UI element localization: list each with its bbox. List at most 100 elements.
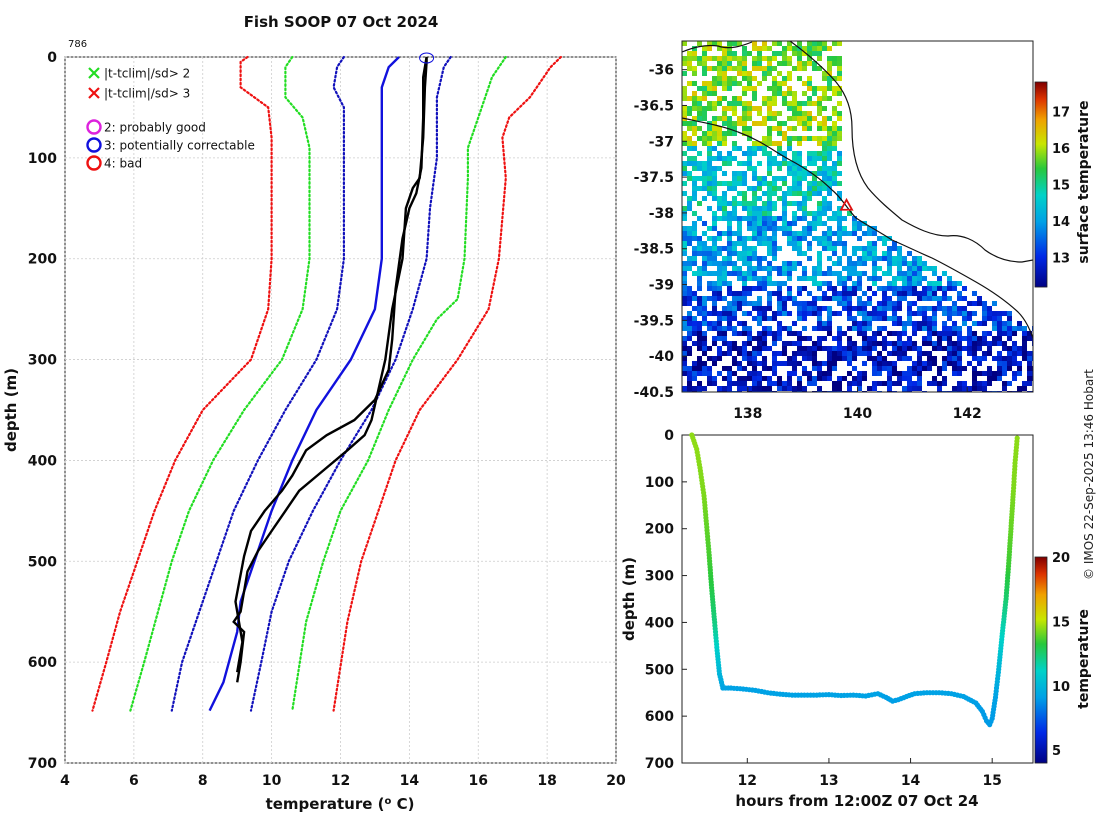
sst-pixel — [692, 331, 697, 336]
sst-pixel — [1007, 346, 1012, 351]
temperature-colorbar-swatch — [1035, 753, 1047, 755]
sst-pixel — [682, 91, 687, 96]
sst-pixel — [747, 246, 752, 251]
sst-pixel — [757, 376, 762, 381]
sst-pixel — [732, 76, 737, 81]
sst-pixel — [747, 106, 752, 111]
sst-pixel — [937, 346, 942, 351]
sst-pixel — [787, 171, 792, 176]
sst-colorbar-swatch — [1035, 170, 1047, 172]
sst-pixel — [797, 206, 802, 211]
credit-text: © IMOS 22-Sep-2025 13:46 Hobart — [1082, 369, 1096, 580]
sst-pixel — [937, 281, 942, 286]
sst-colorbar-swatch — [1035, 143, 1047, 145]
sst-pixel — [827, 56, 832, 61]
sst-pixel — [972, 371, 977, 376]
sst-pixel — [957, 291, 962, 296]
temperature-colorbar-swatch — [1035, 676, 1047, 678]
sst-pixel — [697, 286, 702, 291]
temperature-colorbar-swatch — [1035, 647, 1047, 649]
sst-pixel — [732, 296, 737, 301]
sst-pixel — [697, 201, 702, 206]
sst-pixel — [922, 311, 927, 316]
map-ytick-label: -39 — [649, 278, 674, 294]
sst-pixel — [727, 81, 732, 86]
sst-pixel — [782, 326, 787, 331]
sst-pixel — [802, 231, 807, 236]
sst-pixel — [1007, 326, 1012, 331]
sst-pixel — [827, 131, 832, 136]
sst-pixel — [827, 316, 832, 321]
sst-pixel — [762, 366, 767, 371]
sst-pixel — [887, 351, 892, 356]
sst-colorbar-swatch — [1035, 142, 1047, 144]
sst-pixel — [827, 286, 832, 291]
sst-pixel — [977, 356, 982, 361]
temperature-colorbar-swatch — [1035, 679, 1047, 681]
sst-colorbar-swatch — [1035, 113, 1047, 115]
sst-pixel — [967, 301, 972, 306]
sst-pixel — [797, 316, 802, 321]
sst-colorbar-swatch — [1035, 224, 1047, 226]
sst-pixel — [857, 326, 862, 331]
sst-pixel — [792, 361, 797, 366]
sst-pixel — [837, 216, 842, 221]
sst-pixel — [702, 346, 707, 351]
temperature-colorbar-swatch — [1035, 632, 1047, 634]
sst-pixel — [687, 136, 692, 141]
sst-pixel — [782, 386, 787, 391]
sst-pixel — [882, 286, 887, 291]
sst-pixel — [852, 351, 857, 356]
temperature-colorbar-swatch — [1035, 724, 1047, 726]
temperature-colorbar-swatch — [1035, 626, 1047, 628]
map-ytick-label: -36 — [649, 63, 674, 79]
sst-pixel — [787, 371, 792, 376]
map-ytick-label: -40.5 — [634, 385, 674, 401]
sst-pixel — [752, 141, 757, 146]
sst-pixel — [732, 326, 737, 331]
sst-pixel — [692, 376, 697, 381]
sst-pixel — [697, 366, 702, 371]
sst-pixel — [812, 191, 817, 196]
sst-pixel — [742, 86, 747, 91]
sst-pixel — [872, 316, 877, 321]
sst-pixel — [767, 191, 772, 196]
sst-pixel — [827, 361, 832, 366]
sst-pixel — [687, 66, 692, 71]
sst-pixel — [767, 171, 772, 176]
sst-pixel — [847, 316, 852, 321]
sst-pixel — [722, 296, 727, 301]
sst-pixel — [822, 121, 827, 126]
sst-pixel — [1027, 366, 1032, 371]
sst-pixel — [762, 386, 767, 391]
sst-pixel — [747, 301, 752, 306]
sst-pixel — [802, 66, 807, 71]
sst-pixel — [772, 96, 777, 101]
sst-pixel — [972, 351, 977, 356]
profile-series-clim-3sd — [91, 55, 273, 712]
sst-pixel — [687, 196, 692, 201]
sst-colorbar-swatch — [1035, 138, 1047, 140]
sst-pixel — [982, 351, 987, 356]
sst-pixel — [742, 326, 747, 331]
sst-pixel — [807, 211, 812, 216]
temperature-colorbar-swatch — [1035, 739, 1047, 741]
sst-pixel — [977, 296, 982, 301]
sst-pixel — [702, 186, 707, 191]
sst-pixel — [812, 171, 817, 176]
temperature-colorbar-swatch — [1035, 756, 1047, 758]
temperature-colorbar-swatch — [1035, 586, 1047, 588]
sst-pixel — [682, 336, 687, 341]
temperature-colorbar-swatch — [1035, 635, 1047, 637]
sst-pixel — [907, 366, 912, 371]
sst-pixel — [822, 296, 827, 301]
sst-colorbar-swatch — [1035, 188, 1047, 190]
sst-pixel — [732, 241, 737, 246]
sst-pixel — [1002, 326, 1007, 331]
sst-pixel — [682, 161, 687, 166]
sst-pixel — [717, 71, 722, 76]
sst-pixel — [687, 351, 692, 356]
temperature-colorbar-swatch — [1035, 602, 1047, 604]
sst-pixel — [857, 281, 862, 286]
sst-pixel — [777, 301, 782, 306]
